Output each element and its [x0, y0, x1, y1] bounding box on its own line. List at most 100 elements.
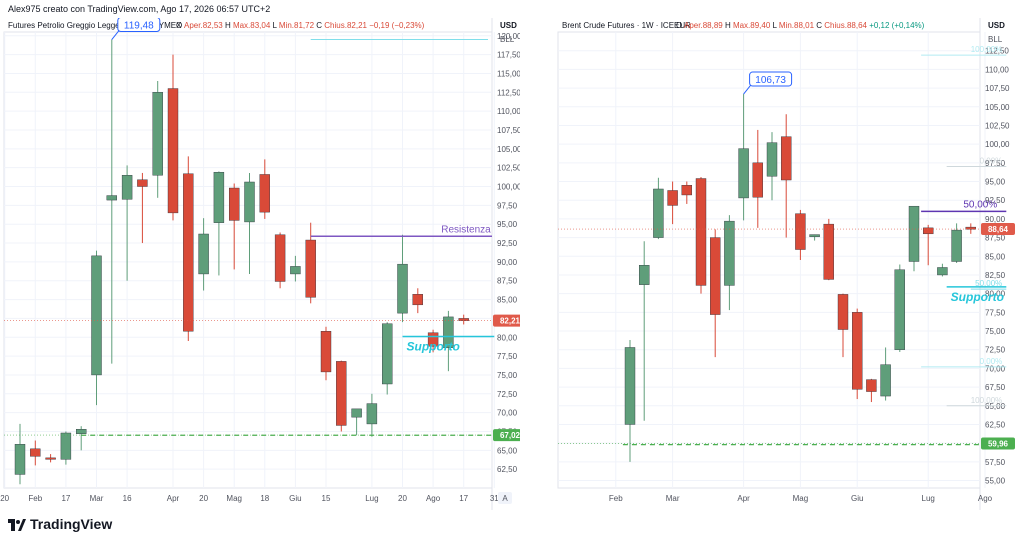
y-tick-label: 107,50 [985, 84, 1010, 93]
crude-oil-chart[interactable]: 62,5065,0067,5070,0072,5075,0077,5080,00… [0, 18, 520, 518]
callout-text: 106,73 [755, 75, 786, 86]
candle-body [244, 181, 255, 223]
candle-body [852, 312, 863, 390]
candle-body [695, 178, 707, 286]
unit-label: BLL [988, 35, 1003, 44]
x-tick-label: Feb [609, 494, 623, 503]
tradingview-brand-text: TradingView [30, 516, 113, 532]
candle-body [305, 239, 316, 298]
x-tick-label: Giu [289, 494, 301, 503]
last-price-tag [493, 314, 520, 327]
level-price-tag [493, 429, 520, 442]
y-tick-label: 105,00 [985, 103, 1010, 112]
ohlc-readout: O Aper.88,89 H Max.89,40 L Min.88,01 C C… [676, 21, 925, 30]
candle-body [121, 175, 133, 200]
candle-body [351, 408, 362, 418]
plot-area [3, 31, 493, 489]
candle-body [866, 379, 877, 392]
candle-body [681, 185, 693, 196]
candle-body [427, 332, 439, 347]
candle-body [259, 174, 270, 213]
candle-body [709, 237, 721, 315]
chart-title: Brent Crude Futures · 1W · ICEEUR [562, 21, 691, 30]
currency-label: USD [988, 21, 1005, 30]
candle-body [382, 323, 393, 385]
y-tick-label: 100,00 [497, 183, 520, 192]
y-tick-label: 102,50 [985, 121, 1010, 130]
x-tick-label: 31 [490, 494, 499, 503]
candle-body [965, 226, 976, 230]
y-tick-label: 65,00 [497, 446, 518, 455]
currency-label: USD [500, 21, 517, 30]
y-tick-label: 90,00 [497, 258, 518, 267]
candle-body [290, 266, 301, 275]
x-tick-label: 16 [123, 494, 132, 503]
candle-body [894, 269, 905, 350]
candle-body [198, 233, 209, 275]
candle-body [274, 234, 286, 282]
y-tick-label: 92,50 [497, 239, 518, 248]
candle-body [336, 361, 347, 426]
candle-body [183, 173, 194, 332]
candle-body [106, 195, 118, 201]
fib-level-label: 100,00% [971, 396, 1003, 405]
axis-button [498, 492, 512, 504]
candle-body [653, 188, 664, 238]
y-tick-label: 82,50 [985, 271, 1006, 280]
candle-body [752, 162, 764, 198]
axis-button-text: A [502, 494, 508, 503]
resistance-label: Resistenza [441, 224, 491, 235]
x-tick-label: 20 [398, 494, 407, 503]
brent-chart[interactable]: 55,0057,5060,0062,5065,0067,5070,0072,50… [554, 18, 1024, 518]
candle-body [443, 316, 454, 349]
y-tick-label: 97,50 [985, 159, 1006, 168]
tradingview-logo-icon [8, 518, 26, 531]
x-tick-label: Mag [793, 494, 809, 503]
candle-body [923, 227, 934, 235]
y-tick-label: 102,50 [497, 164, 520, 173]
ohlc-readout: O Aper.82,53 H Max.83,04 L Min.81,72 C C… [176, 21, 425, 30]
candle-body [91, 255, 102, 376]
x-tick-label: Giu [851, 494, 863, 503]
candle-body [152, 92, 163, 176]
candle-body [213, 171, 225, 223]
y-tick-label: 72,50 [497, 390, 518, 399]
y-tick-label: 95,00 [497, 220, 518, 229]
candle-body [75, 429, 87, 434]
x-tick-label: 17 [459, 494, 468, 503]
x-tick-label: 18 [260, 494, 269, 503]
y-tick-label: 70,00 [985, 364, 1006, 373]
level-price-tag-text: 59,96 [988, 439, 1009, 448]
y-tick-label: 107,50 [497, 126, 520, 135]
y-tick-label: 105,00 [497, 145, 520, 154]
y-tick-label: 55,00 [985, 477, 1006, 486]
fib-level-label: 0,00% [980, 357, 1003, 366]
candle-body [795, 213, 806, 250]
candle-body [823, 223, 834, 280]
y-tick-label: 75,00 [985, 327, 1006, 336]
candle-body [397, 263, 408, 314]
fib-level-label: 50,00% [975, 279, 1002, 288]
y-tick-label: 117,50 [497, 51, 520, 60]
x-tick-label: Apr [167, 494, 180, 503]
tradingview-logo: TradingView [8, 516, 112, 532]
candle-body [667, 190, 678, 206]
candle-body [320, 331, 332, 373]
candle-body [624, 347, 636, 425]
support-label: Supporto [407, 340, 460, 354]
y-tick-label: 87,50 [497, 277, 518, 286]
candle-body [780, 136, 792, 181]
level-price-tag [981, 437, 1015, 450]
y-tick-label: 77,50 [497, 352, 518, 361]
y-tick-label: 67,50 [985, 383, 1006, 392]
callout-text: 119,48 [124, 21, 154, 32]
candle-body [167, 88, 179, 214]
y-tick-label: 112,50 [985, 47, 1009, 56]
y-tick-label: 85,00 [497, 296, 518, 305]
candle-body [14, 444, 26, 475]
fib-level-label: 0,00% [980, 157, 1003, 166]
candle-body [228, 187, 240, 221]
chart-title: Futures Petrolio Greggio Leggero · 1W · … [8, 21, 182, 30]
candle-body [951, 229, 962, 262]
y-tick-label: 97,50 [497, 201, 518, 210]
